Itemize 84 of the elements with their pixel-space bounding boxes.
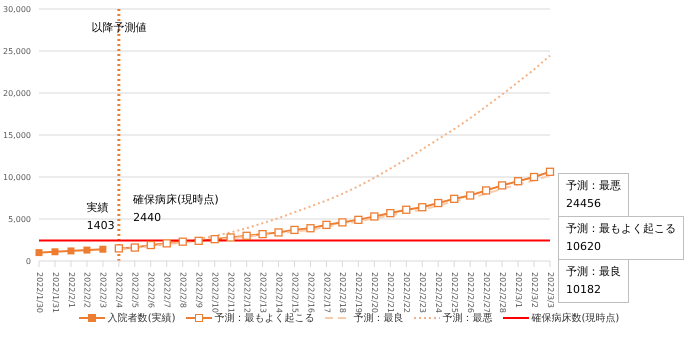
y-tick-label: 5,000 — [8, 214, 31, 224]
point — [114, 244, 123, 253]
point — [530, 172, 538, 182]
x-tick-label: 2022/2/6 — [146, 272, 156, 308]
point — [162, 239, 171, 248]
annotation: 確保病床(現時点) 2440 — [133, 192, 219, 226]
point — [322, 220, 331, 230]
point — [51, 248, 58, 256]
point — [354, 216, 363, 224]
x-tick-label: 2022/2/16 — [306, 272, 316, 314]
x-tick-label: 2022/2/4 — [114, 272, 124, 308]
point — [434, 198, 442, 208]
point — [482, 186, 490, 195]
x-tick-label: 2022/2/11 — [226, 272, 236, 314]
legend-label: 確保病床数(現時点) — [532, 313, 620, 324]
x-tick-label: 2022/2/3 — [98, 272, 108, 308]
point — [370, 212, 378, 221]
x-tick-label: 2022/3/2 — [530, 272, 539, 308]
point — [226, 233, 235, 242]
text: 予測：最もよく起こる 10620 — [566, 220, 676, 255]
point — [386, 208, 394, 218]
point — [450, 194, 458, 203]
y-tick-label: 25,000 — [3, 46, 31, 56]
y-tick-label: 20,000 — [3, 88, 31, 98]
x-tick-label: 2022/2/19 — [354, 272, 364, 314]
point — [546, 168, 554, 176]
x-tick-label: 2022/2/8 — [178, 272, 188, 308]
point — [210, 235, 219, 244]
x-tick-label: 2022/2/9 — [194, 272, 204, 308]
x-tick-label: 2022/2/7 — [162, 272, 172, 308]
annotation: 実績 1403 — [86, 200, 115, 234]
text: 予測：最良 10182 — [566, 264, 621, 298]
x-tick-label: 2022/2/25 — [450, 272, 459, 314]
point — [466, 191, 474, 200]
ref-line-label: 以降予測値 — [91, 21, 146, 34]
point — [338, 218, 347, 227]
x-tick-label: 2022/3/1 — [514, 272, 523, 308]
x-tick-label: 2022/2/27 — [482, 272, 491, 314]
point — [99, 246, 106, 253]
y-tick-label: 15,000 — [3, 130, 31, 140]
point — [498, 181, 506, 190]
x-tick-label: 2022/2/14 — [274, 272, 284, 314]
x-tick-label: 2022/2/26 — [466, 272, 475, 314]
x-tick-label: 2022/2/1 — [66, 272, 76, 308]
point — [402, 206, 410, 214]
point — [306, 224, 315, 232]
x-tick-label: 2022/2/2 — [82, 272, 92, 308]
point — [194, 236, 203, 245]
point — [67, 247, 74, 254]
x-tick-label: 2022/2/15 — [290, 272, 300, 314]
legend-label: 予測：最良 — [354, 313, 404, 324]
point — [130, 243, 139, 252]
x-tick-label: 2022/2/18 — [338, 272, 348, 314]
point — [178, 238, 187, 246]
legend-label: 予測：最もよく起こる — [214, 312, 314, 325]
x-tick-label: 2022/1/31 — [50, 272, 60, 314]
x-tick-label: 2022/2/23 — [418, 272, 428, 314]
x-tick-label: 2022/2/10 — [210, 272, 220, 314]
y-tick-label: 10,000 — [3, 172, 31, 182]
x-tick-label: 2022/3/3 — [546, 272, 555, 308]
x-tick-label: 2022/2/22 — [402, 272, 412, 314]
point — [36, 249, 42, 256]
point — [274, 228, 283, 237]
y-tick-label: 30,000 — [3, 4, 31, 14]
point — [146, 240, 155, 250]
x-tick-label: 2022/2/5 — [130, 272, 140, 308]
legend-label: 予測：最悪 — [442, 313, 492, 324]
legend-label: 入院者数(実績) — [106, 312, 176, 325]
x-tick-label: 2022/2/28 — [498, 272, 507, 314]
point — [258, 230, 267, 238]
text: 予測：最悪 24456 — [566, 178, 621, 212]
point — [83, 246, 90, 254]
point — [242, 232, 251, 240]
point — [290, 226, 299, 234]
point — [514, 177, 522, 186]
x-tick-label: 2022/1/30 — [34, 272, 44, 314]
point — [418, 203, 426, 212]
x-tick-label: 2022/2/21 — [386, 272, 396, 314]
x-tick-label: 2022/2/12 — [242, 272, 252, 314]
x-tick-label: 2022/2/24 — [434, 272, 444, 314]
y-tick-label: 0 — [26, 256, 31, 266]
x-tick-label: 2022/2/17 — [322, 272, 332, 314]
x-tick-label: 2022/2/13 — [258, 272, 268, 314]
x-tick-label: 2022/2/20 — [370, 272, 380, 314]
